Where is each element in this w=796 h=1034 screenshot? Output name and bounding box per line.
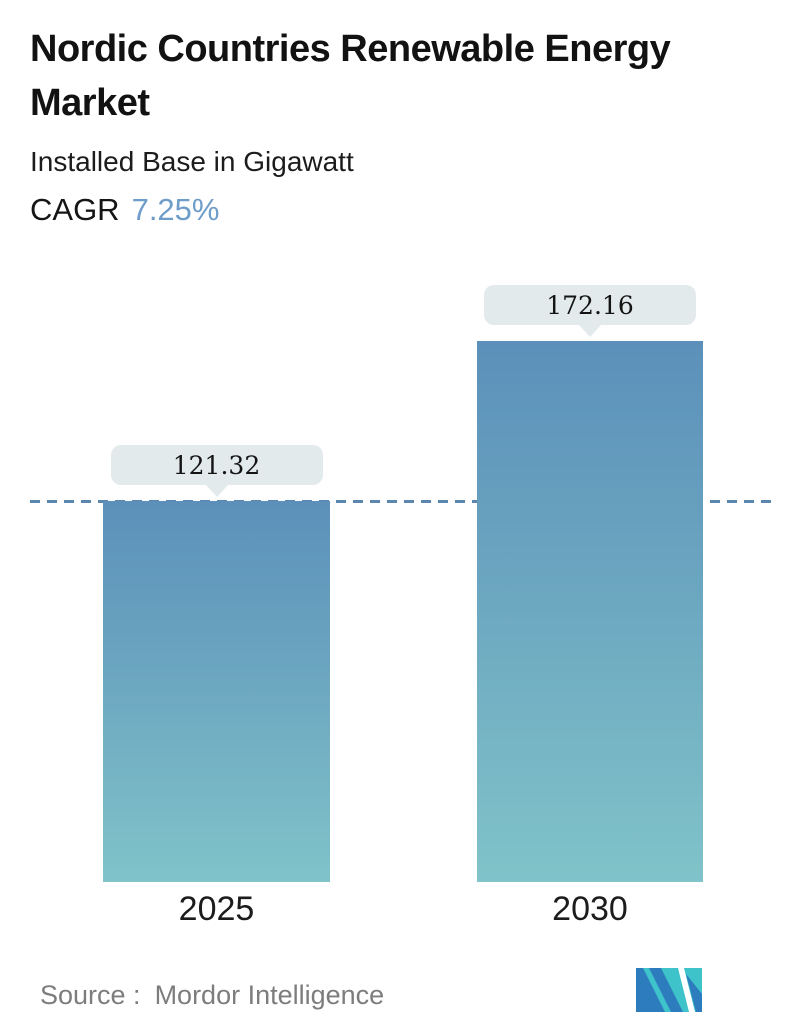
chart-title: Nordic Countries Renewable Energy Market xyxy=(30,28,671,124)
chart-footer: Source : Mordor Intelligence xyxy=(0,960,796,1034)
mordor-intelligence-logo xyxy=(636,968,702,1012)
chart-header: Nordic Countries Renewable Energy Market… xyxy=(30,22,750,228)
cagr-label: CAGR xyxy=(30,192,120,227)
source-value: Mordor Intelligence xyxy=(154,980,385,1010)
data-label-2025: 121.32 xyxy=(110,445,323,485)
x-axis-label-2030: 2030 xyxy=(552,890,628,928)
bar-chart: 121.32 2025 172.16 2030 xyxy=(0,260,796,928)
chart-subtitle: Installed Base in Gigawatt xyxy=(30,146,354,177)
data-label-2025-value: 121.32 xyxy=(172,450,261,480)
reference-dashed-line xyxy=(30,500,775,503)
source-label: Source : xyxy=(40,980,141,1010)
cagr-row: CAGR 7.25% xyxy=(30,192,750,228)
bar-2025 xyxy=(103,501,330,882)
data-label-2030-value: 172.16 xyxy=(546,290,634,320)
bar-group-2025: 121.32 2025 xyxy=(103,260,330,928)
x-axis-label-2025: 2025 xyxy=(178,890,255,928)
cagr-value: 7.25% xyxy=(131,192,220,227)
source-attribution: Source : Mordor Intelligence xyxy=(40,980,384,1011)
data-label-2030: 172.16 xyxy=(484,285,696,325)
bar-2030 xyxy=(477,341,703,882)
bar-group-2030: 172.16 2030 xyxy=(477,260,703,928)
